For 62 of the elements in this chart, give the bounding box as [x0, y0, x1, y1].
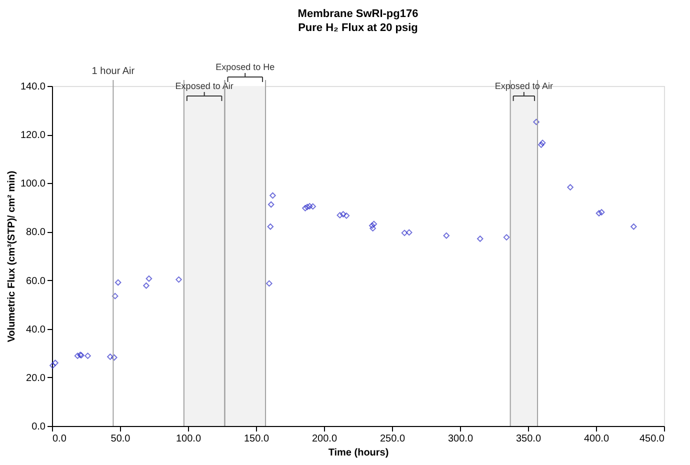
x-tick-label: 350.0 — [516, 434, 542, 444]
point — [50, 362, 56, 369]
point — [267, 223, 274, 230]
point — [476, 236, 484, 242]
point — [406, 229, 412, 236]
point — [533, 118, 540, 126]
point — [503, 234, 510, 240]
y-tick-label: 0.0 — [32, 422, 46, 432]
point — [112, 292, 118, 300]
y-tick-label: 120.0 — [20, 130, 46, 142]
point — [443, 232, 450, 239]
point — [74, 352, 81, 359]
y-tick-label: 60.0 — [26, 276, 46, 287]
point — [567, 184, 574, 190]
band-label: Exposed to Air — [494, 81, 553, 91]
point — [370, 225, 376, 232]
x-tick-label: 100.0 — [176, 434, 202, 444]
point — [143, 282, 150, 289]
point — [266, 280, 272, 287]
point — [114, 279, 122, 286]
point — [538, 142, 544, 148]
point — [369, 222, 376, 229]
x-tick-label: 450.0 — [639, 434, 665, 444]
x-axis-title: Time (hours) — [328, 448, 389, 458]
point — [596, 210, 602, 216]
point — [336, 212, 344, 218]
point — [270, 192, 276, 199]
x-tick-label: 400.0 — [584, 434, 610, 444]
point — [598, 209, 605, 216]
point — [340, 211, 346, 218]
y-tick-label: 20.0 — [26, 372, 46, 384]
y-tick-label: 140.0 — [20, 82, 46, 92]
point — [302, 205, 308, 212]
point — [343, 212, 350, 219]
y-tick-label: 80.0 — [26, 227, 46, 238]
x-tick-label: 0.0 — [52, 434, 67, 444]
x-tick-label: 50.0 — [110, 434, 131, 444]
x-tick-label: 250.0 — [380, 434, 406, 444]
point — [111, 354, 118, 361]
point — [370, 220, 378, 228]
point — [176, 276, 182, 283]
band-label: Exposed to He — [216, 62, 275, 72]
x-tick-label: 300.0 — [448, 434, 474, 444]
point — [84, 352, 91, 359]
y-tick-label: 40.0 — [26, 324, 46, 336]
point — [268, 201, 274, 208]
x-tick-label: 200.0 — [312, 434, 338, 444]
x-tick-label: 150.0 — [244, 434, 270, 444]
point — [107, 354, 114, 360]
point — [401, 230, 408, 236]
point — [539, 140, 546, 146]
chart-title: Membrane SwRI-pg176 — [298, 8, 418, 20]
point — [304, 204, 310, 210]
point — [630, 223, 637, 230]
point — [146, 275, 152, 282]
point — [52, 360, 58, 366]
chart-subtitle: Pure H₂ Flux at 20 psig — [298, 22, 418, 34]
ref-line-label: 1 hour Air — [92, 66, 136, 77]
y-tick-label: 100.0 — [20, 178, 46, 190]
point — [310, 203, 316, 210]
y-axis-title: Volumetric Flux (cm³(STP)/ cm² min) — [6, 170, 18, 342]
point — [306, 203, 313, 210]
